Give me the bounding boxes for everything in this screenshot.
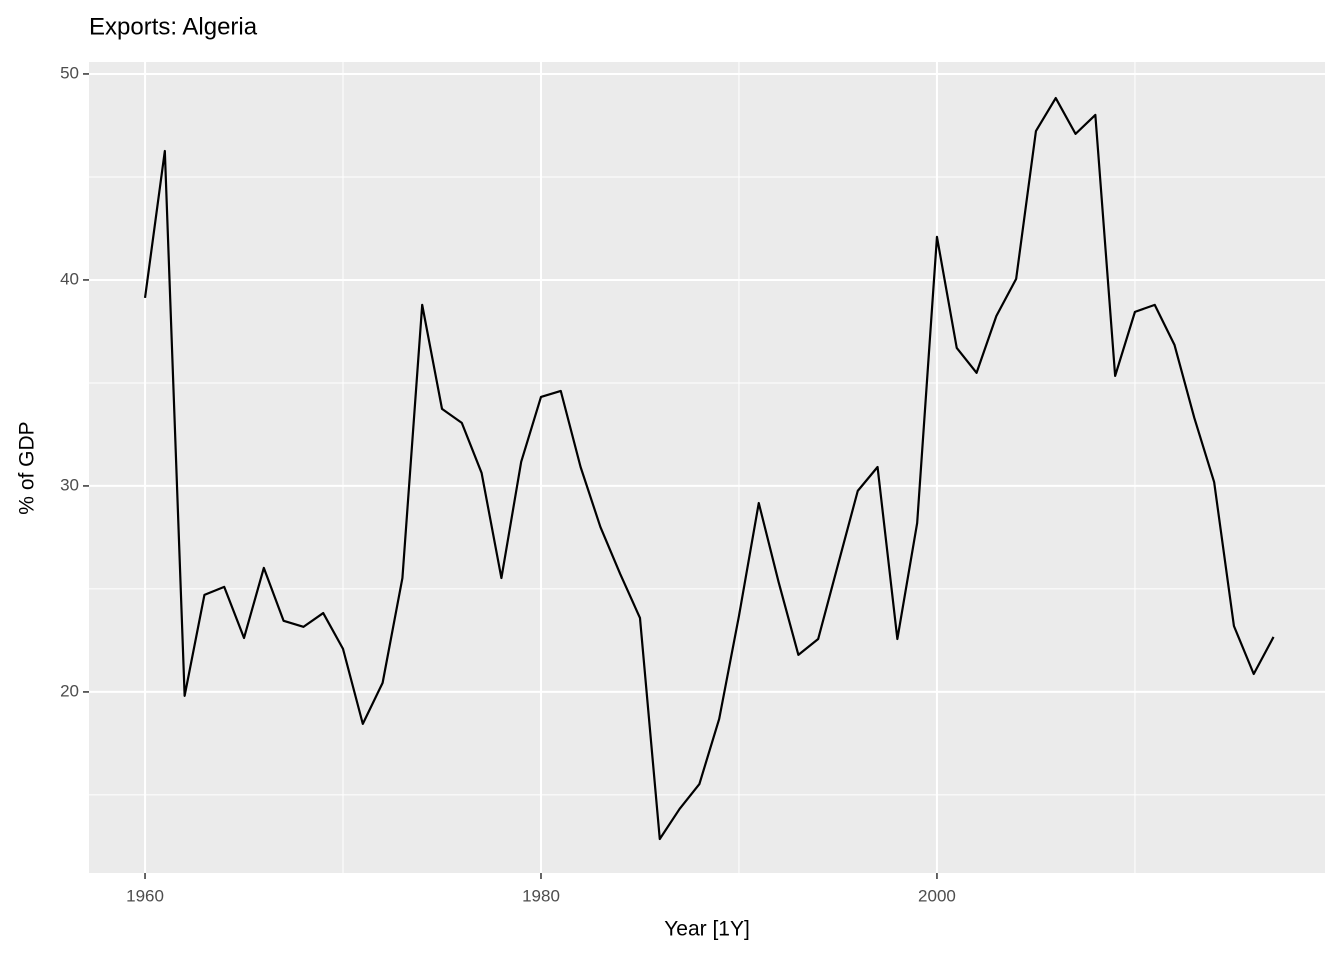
x-tick-label: 2000 [918,886,956,905]
panel [89,62,1325,873]
y-axis-title: % of GDP [16,421,39,514]
x-tick-label: 1960 [126,886,164,905]
x-axis-title: Year [1Y] [664,918,750,941]
y-tick-label: 30 [60,475,79,494]
y-tick-label: 40 [60,269,79,288]
chart-title: Exports: Algeria [89,13,258,40]
line [143,96,1275,841]
x-tick-label: 1980 [522,886,560,905]
y-tick-label: 50 [60,63,79,82]
y-tick-label: 20 [60,681,79,700]
